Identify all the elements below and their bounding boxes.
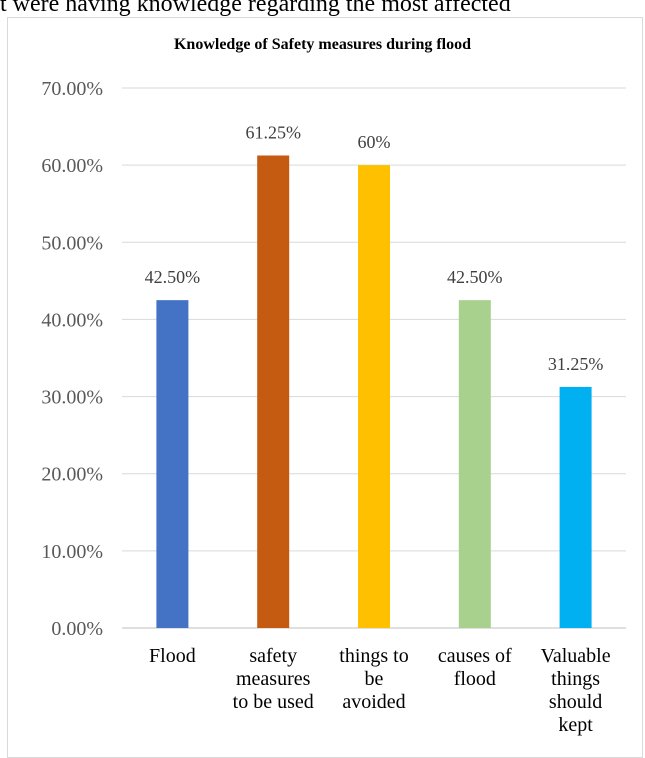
- x-axis-categories: Flood safety measures to be used things to be…: [149, 645, 611, 736]
- y-tick-label: 60.00%: [41, 155, 103, 177]
- y-tick-label: 10.00%: [41, 541, 103, 563]
- document-body-text: t were having knowledge regarding the mo…: [0, 0, 511, 17]
- data-label: 61.25%: [245, 123, 301, 143]
- bar: [156, 300, 189, 628]
- data-labels: 42.50% 61.25% 60% 42.50% 31.25%: [145, 123, 604, 374]
- bar: [458, 300, 491, 628]
- y-tick-label: 0.00%: [51, 618, 103, 640]
- category-label: Flood: [149, 645, 196, 667]
- y-tick-label: 70.00%: [41, 78, 103, 100]
- bar: [257, 155, 290, 628]
- bars: [156, 155, 592, 628]
- y-tick-label: 30.00%: [41, 387, 103, 409]
- data-label: 60%: [358, 132, 391, 152]
- y-tick-label: 40.00%: [41, 309, 103, 331]
- data-label: 31.25%: [548, 354, 604, 374]
- data-label: 42.50%: [145, 267, 201, 287]
- category-label: Valuable things should kept: [541, 645, 611, 736]
- y-tick-label: 50.00%: [41, 232, 103, 254]
- bar: [559, 386, 592, 628]
- y-tick-label: 20.00%: [41, 464, 103, 486]
- category-label: safety measures to be used: [233, 645, 314, 713]
- data-label: 42.50%: [447, 267, 503, 287]
- category-label: things to be avoided: [339, 645, 408, 713]
- bar: [358, 165, 390, 628]
- chart-title: Knowledge of Safety measures during floo…: [173, 36, 472, 53]
- category-label: causes of flood: [438, 645, 512, 690]
- y-axis-ticks: 0.00% 10.00% 20.00% 30.00% 40.00% 50.00% 60.00…: [41, 78, 103, 640]
